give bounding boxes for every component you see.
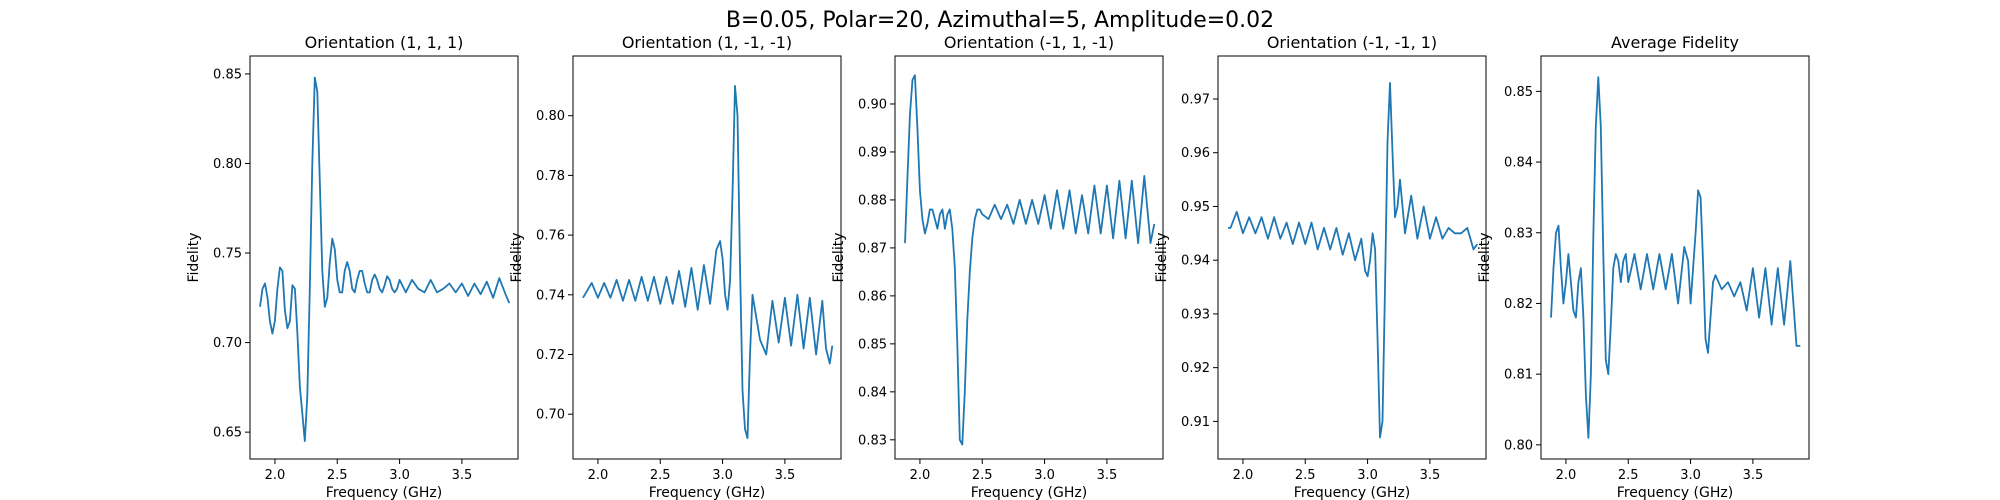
chart-2-ytick-label: 0.70 [536,408,565,423]
chart-2-xtick-label: 3.0 [712,468,733,483]
chart-4-xtick-label: 3.5 [1420,468,1441,483]
chart-4-ylabel: Fidelity [1154,233,1170,283]
chart-5-xtick-label: 3.5 [1743,468,1764,483]
chart-4-ytick-label: 0.93 [1181,307,1210,322]
chart-2-ytick-label: 0.74 [536,288,565,303]
chart-1-xlabel: Frequency (GHz) [326,485,442,500]
chart-1-ytick-label: 0.85 [213,67,242,82]
chart-1-frame [249,55,519,460]
chart-1-ylabel: Fidelity [186,233,202,283]
chart-2-ytick-label: 0.80 [536,109,565,124]
chart-5-xtick-label: 2.5 [1618,468,1639,483]
chart-3-series-line [904,74,1156,446]
chart-4-frame [1217,55,1487,460]
chart-4-xtick-label: 2.0 [1233,468,1254,483]
chart-2-xtick-label: 2.5 [650,468,671,483]
chart-3-xlabel: Frequency (GHz) [971,485,1087,500]
chart-2-xtick-label: 3.5 [775,468,796,483]
chart-1-ytick-label: 0.70 [213,336,242,351]
chart-3-xtick-label: 2.5 [972,468,993,483]
chart-4-ytick-label: 0.94 [1181,254,1210,269]
chart-2-xlabel: Frequency (GHz) [649,485,765,500]
chart-4-xlabel: Frequency (GHz) [1294,485,1410,500]
chart-2-series-line [582,85,834,440]
chart-3-ytick-label: 0.90 [858,97,887,112]
chart-3-ytick-label: 0.83 [858,433,887,448]
chart-4-ytick-label: 0.96 [1181,146,1210,161]
chart-4-ytick-label: 0.95 [1181,200,1210,215]
chart-1-ytick-label: 0.75 [213,247,242,262]
chart-5-ytick-label: 0.83 [1504,226,1533,241]
chart-4-ytick-label: 0.92 [1181,361,1210,376]
chart-2-frame [572,55,842,460]
chart-3-xtick-label: 3.0 [1034,468,1055,483]
chart-5-ytick-label: 0.85 [1504,85,1533,100]
chart-1-ytick-label: 0.65 [213,426,242,441]
chart-3-ylabel: Fidelity [831,233,847,283]
chart-2-ytick-label: 0.78 [536,169,565,184]
chart-3-ytick-label: 0.85 [858,337,887,352]
chart-1-xtick-label: 3.5 [452,468,473,483]
chart-3-xtick-label: 3.5 [1097,468,1118,483]
chart-4-xtick-label: 3.0 [1357,468,1378,483]
chart-3-ytick-label: 0.87 [858,241,887,256]
chart-4-title: Orientation (-1, -1, 1) [1267,33,1437,52]
chart-1-ytick-label: 0.80 [213,157,242,172]
chart-5-xtick-label: 3.0 [1680,468,1701,483]
chart-2-ylabel: Fidelity [509,233,525,283]
chart-5-xlabel: Frequency (GHz) [1617,485,1733,500]
chart-3-ytick-label: 0.89 [858,145,887,160]
chart-5-ytick-label: 0.84 [1504,156,1533,171]
chart-5-frame [1540,55,1810,460]
chart-2-ytick-label: 0.76 [536,229,565,244]
chart-2-ytick-label: 0.72 [536,348,565,363]
chart-1-xtick-label: 3.0 [389,468,410,483]
chart-4-xtick-label: 2.5 [1295,468,1316,483]
chart-5-xtick-label: 2.0 [1556,468,1577,483]
chart-4-series-line [1228,82,1479,439]
chart-1-xtick-label: 2.5 [327,468,348,483]
chart-5-title: Average Fidelity [1611,33,1739,52]
chart-3-ytick-label: 0.88 [858,193,887,208]
chart-3-xtick-label: 2.0 [910,468,931,483]
figure-suptitle: B=0.05, Polar=20, Azimuthal=5, Amplitude… [726,8,1274,33]
chart-3-ytick-label: 0.86 [858,289,887,304]
chart-3-ytick-label: 0.84 [858,385,887,400]
chart-5-series-line [1550,76,1801,439]
chart-5-ytick-label: 0.80 [1504,438,1533,453]
chart-5-ytick-label: 0.81 [1504,368,1533,383]
chart-3-frame [894,55,1164,460]
chart-2-title: Orientation (1, -1, -1) [622,33,792,52]
chart-5-ylabel: Fidelity [1477,233,1493,283]
chart-1-xtick-label: 2.0 [265,468,286,483]
chart-4-ytick-label: 0.97 [1181,92,1210,107]
chart-4-ytick-label: 0.91 [1181,415,1210,430]
chart-5-ytick-label: 0.82 [1504,297,1533,312]
chart-2-xtick-label: 2.0 [588,468,609,483]
chart-3-title: Orientation (-1, 1, -1) [944,33,1114,52]
chart-1-series-line [259,76,511,443]
chart-1-title: Orientation (1, 1, 1) [305,33,464,52]
